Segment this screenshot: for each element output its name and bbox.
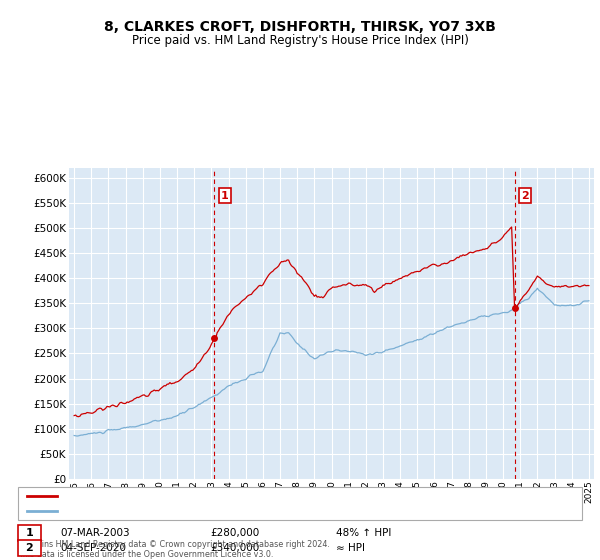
Text: £280,000: £280,000 [210,528,259,538]
Text: £340,000: £340,000 [210,543,259,553]
Text: Contains HM Land Registry data © Crown copyright and database right 2024.
This d: Contains HM Land Registry data © Crown c… [18,540,330,559]
Text: 07-MAR-2003: 07-MAR-2003 [60,528,130,538]
Text: 2: 2 [521,190,529,200]
Text: HPI: Average price, detached house, North Yorkshire: HPI: Average price, detached house, Nort… [66,506,322,516]
Text: 1: 1 [221,190,229,200]
Text: 1: 1 [26,528,33,538]
Text: ≈ HPI: ≈ HPI [336,543,365,553]
Text: Price paid vs. HM Land Registry's House Price Index (HPI): Price paid vs. HM Land Registry's House … [131,34,469,46]
Text: 8, CLARKES CROFT, DISHFORTH, THIRSK, YO7 3XB: 8, CLARKES CROFT, DISHFORTH, THIRSK, YO7… [104,20,496,34]
Text: 48% ↑ HPI: 48% ↑ HPI [336,528,391,538]
Text: 2: 2 [26,543,33,553]
Text: 04-SEP-2020: 04-SEP-2020 [60,543,126,553]
Text: 8, CLARKES CROFT, DISHFORTH, THIRSK, YO7 3XB (detached house): 8, CLARKES CROFT, DISHFORTH, THIRSK, YO7… [66,491,401,501]
